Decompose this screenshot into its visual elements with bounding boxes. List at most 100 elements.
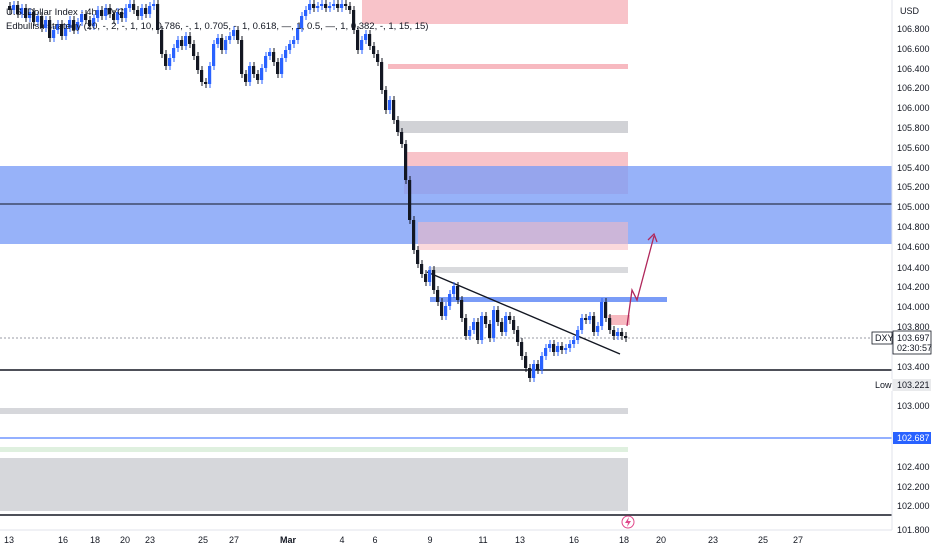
y-tick-label: 104.400: [897, 263, 930, 273]
candle-body: [40, 16, 44, 28]
candle-body: [136, 10, 140, 16]
candle-body: [376, 54, 380, 62]
candle-body: [92, 18, 96, 26]
candle-body: [284, 50, 288, 58]
y-tick-label: 105.400: [897, 163, 930, 173]
candle-body: [164, 54, 168, 66]
x-tick-label: Mar: [280, 535, 297, 545]
candle-body: [432, 270, 436, 290]
candle-body: [420, 264, 424, 274]
candle-body: [456, 286, 460, 300]
candle-body: [176, 40, 180, 48]
x-tick-label: 27: [229, 535, 239, 545]
candle-body: [440, 302, 444, 316]
x-tick-label: 9: [427, 535, 432, 545]
candle-body: [12, 5, 16, 10]
candle-body: [428, 270, 432, 282]
candle-body: [72, 20, 76, 30]
y-tick-label: 104.200: [897, 282, 930, 292]
candle-body: [68, 20, 72, 28]
candle-body: [448, 294, 452, 306]
candle-body: [28, 12, 32, 18]
candle-body: [532, 364, 536, 378]
symbol-price-tag: DXY 103.697 02:30:57: [871, 330, 932, 355]
candle-body: [304, 10, 308, 16]
trendline: [426, 271, 621, 355]
x-tick-label: 13: [4, 535, 14, 545]
zones-layer: [0, 0, 892, 511]
candle-body: [480, 316, 484, 340]
candle-body: [488, 324, 492, 338]
candle-body: [384, 90, 388, 110]
candle-body: [316, 6, 320, 8]
grey-zone-mid: [428, 267, 628, 273]
candle-body: [240, 40, 244, 74]
candle-body: [496, 310, 500, 322]
candle-body: [332, 4, 336, 6]
candle-body: [592, 316, 596, 332]
candle-body: [392, 100, 396, 120]
candle-body: [56, 24, 60, 30]
candle-body: [256, 74, 260, 80]
grey-zone-upper: [398, 121, 628, 133]
candle-body: [188, 36, 192, 44]
lightning-icon[interactable]: [621, 515, 635, 529]
x-tick-label: 20: [656, 535, 666, 545]
y-tick-label: 103.800: [897, 322, 930, 332]
candle-body: [264, 56, 268, 68]
candle-body: [224, 40, 228, 50]
indicator-title[interactable]: Edbullish strategy (20, -, 2, -, 1, 10, …: [6, 21, 429, 32]
candle-body: [216, 38, 220, 44]
candle-body: [64, 28, 68, 36]
y-tick-label: 102.000: [897, 501, 930, 511]
candle-body: [588, 316, 592, 320]
candle-body: [84, 14, 88, 20]
candle-body: [96, 10, 100, 18]
y-tick-label: 103.000: [897, 401, 930, 411]
y-tick-label: 104.800: [897, 222, 930, 232]
candle-body: [336, 4, 340, 8]
candle-body: [200, 70, 204, 82]
x-tick-label: 18: [619, 535, 629, 545]
candle-body: [344, 4, 348, 6]
symbol-title[interactable]: U.S. Dollar Index · 4h · TVC: [6, 7, 125, 18]
candle-body: [364, 34, 368, 40]
candle-body: [556, 346, 560, 352]
y-tick-label: 105.600: [897, 143, 930, 153]
candle-body: [244, 74, 248, 82]
y-tick-label: 101.800: [897, 525, 930, 535]
candle-body: [212, 44, 216, 66]
candle-body: [540, 356, 544, 370]
candle-body: [580, 318, 584, 330]
x-tick-label: 25: [198, 535, 208, 545]
price-axis[interactable]: USD 106.800106.600106.400106.200106.0001…: [891, 0, 932, 550]
candle-body: [132, 4, 136, 10]
time-axis[interactable]: 13 16 18 20 23 25 27 Mar 4 6 9 11 13 16 18 20 23 25 27: [0, 529, 892, 545]
supply-zone-thin: [388, 64, 628, 69]
candle-body: [444, 306, 448, 316]
candle-body: [32, 12, 36, 22]
candle-body: [564, 348, 568, 350]
candle-body: [548, 344, 552, 348]
candle-body: [372, 46, 376, 54]
levels-layer: [0, 203, 892, 516]
x-tick-label: 4: [339, 535, 344, 545]
candle-body: [292, 40, 296, 44]
candle-body: [296, 28, 300, 40]
candle-body: [16, 5, 20, 14]
candle-body: [472, 322, 476, 330]
candle-body: [80, 14, 84, 22]
candle-body: [468, 330, 472, 336]
candle-body: [536, 364, 540, 370]
candle-body: [460, 300, 464, 318]
candle-body: [528, 368, 532, 378]
candle-body: [124, 8, 128, 18]
grey-zone-bottom: [0, 458, 628, 511]
y-tick-label: 106.400: [897, 64, 930, 74]
symbol-tag: DXY: [875, 333, 894, 343]
y-tick-label: 102.400: [897, 462, 930, 472]
supply-zone-top: [362, 0, 628, 24]
candle-body: [116, 12, 120, 20]
countdown-tag: 02:30:57: [897, 343, 932, 353]
